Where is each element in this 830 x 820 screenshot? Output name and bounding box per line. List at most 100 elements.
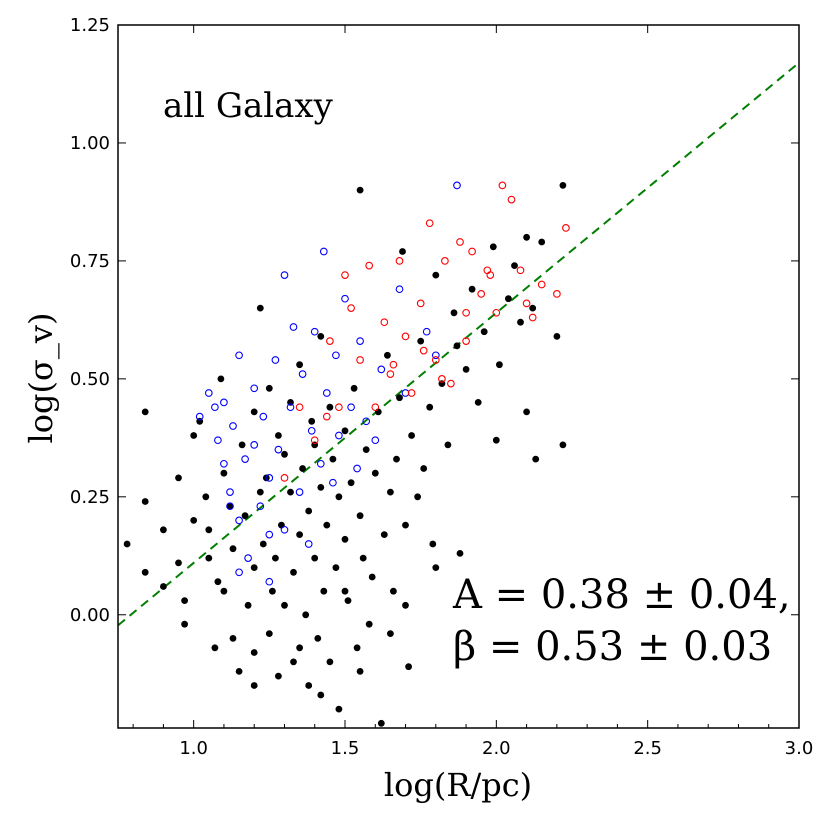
data-point bbox=[175, 559, 182, 567]
data-point bbox=[528, 313, 537, 322]
data-point bbox=[296, 361, 303, 369]
data-point bbox=[408, 432, 415, 439]
data-point bbox=[229, 635, 237, 642]
data-point bbox=[235, 351, 243, 360]
data-point bbox=[229, 422, 237, 430]
data-point bbox=[474, 399, 482, 406]
data-point bbox=[456, 550, 464, 557]
data-point bbox=[271, 356, 280, 364]
data-point bbox=[220, 459, 228, 468]
data-point bbox=[559, 441, 567, 449]
data-point bbox=[281, 450, 288, 458]
data-point bbox=[429, 540, 437, 548]
data-point bbox=[447, 379, 455, 388]
data-point bbox=[250, 408, 258, 416]
data-point bbox=[290, 568, 297, 576]
data-point bbox=[523, 233, 530, 241]
data-point bbox=[244, 554, 252, 562]
y-tick-label: 0.75 bbox=[70, 251, 110, 272]
data-point bbox=[371, 436, 380, 445]
data-point bbox=[347, 479, 355, 487]
data-point bbox=[250, 441, 259, 449]
data-point bbox=[399, 248, 406, 255]
data-point bbox=[322, 412, 331, 421]
data-point bbox=[205, 554, 213, 562]
data-point bbox=[329, 478, 337, 487]
data-point bbox=[229, 545, 237, 553]
data-point bbox=[431, 356, 440, 364]
data-point bbox=[259, 540, 267, 548]
y-tick-label: 0.50 bbox=[70, 369, 110, 390]
data-point bbox=[280, 271, 289, 279]
y-tick-label: 1.00 bbox=[70, 133, 110, 154]
data-point bbox=[160, 526, 167, 534]
data-point bbox=[314, 635, 322, 642]
data-point bbox=[356, 337, 364, 345]
data-point bbox=[211, 403, 219, 412]
data-point bbox=[250, 384, 259, 393]
data-point bbox=[483, 266, 492, 275]
data-point bbox=[462, 366, 470, 373]
y-tick-label: 0.00 bbox=[70, 605, 110, 626]
fit-annotation-slope: β = 0.53 ± 0.03 bbox=[453, 624, 772, 670]
data-point bbox=[450, 309, 458, 317]
data-point bbox=[190, 517, 198, 524]
data-point bbox=[275, 672, 282, 680]
data-point bbox=[256, 502, 265, 511]
data-point bbox=[431, 351, 440, 360]
data-point bbox=[335, 431, 343, 440]
data-point bbox=[538, 238, 546, 246]
data-point bbox=[553, 290, 561, 298]
data-point bbox=[341, 587, 349, 595]
data-point bbox=[444, 441, 452, 449]
data-point bbox=[387, 630, 394, 637]
data-point bbox=[353, 644, 361, 652]
data-point bbox=[356, 356, 364, 364]
data-point bbox=[269, 587, 276, 595]
data-point bbox=[341, 427, 349, 435]
y-tick-label: 0.25 bbox=[70, 487, 110, 508]
data-point bbox=[296, 531, 303, 538]
data-point bbox=[416, 299, 425, 308]
data-point bbox=[522, 299, 531, 308]
data-point bbox=[462, 308, 470, 317]
x-tick-label: 2.0 bbox=[482, 738, 511, 759]
data-point bbox=[489, 243, 497, 251]
data-point bbox=[290, 658, 297, 666]
data-point bbox=[507, 195, 516, 204]
data-point bbox=[347, 403, 355, 412]
data-point bbox=[362, 417, 371, 426]
data-point bbox=[498, 181, 507, 190]
data-point bbox=[326, 337, 334, 345]
data-point bbox=[395, 257, 404, 265]
data-point bbox=[204, 389, 213, 397]
data-point bbox=[235, 516, 243, 525]
data-point bbox=[308, 417, 316, 425]
data-point bbox=[335, 705, 343, 713]
data-point bbox=[250, 564, 258, 571]
data-point bbox=[265, 577, 274, 586]
x-tick-label: 1.0 bbox=[179, 738, 208, 759]
data-point bbox=[468, 285, 476, 293]
data-point bbox=[402, 601, 409, 609]
plot-frame bbox=[117, 24, 800, 729]
data-point bbox=[529, 304, 537, 312]
data-point bbox=[401, 332, 410, 341]
data-point bbox=[214, 578, 222, 586]
data-point bbox=[241, 512, 249, 520]
data-point bbox=[407, 389, 416, 397]
data-point bbox=[220, 469, 228, 477]
data-point bbox=[275, 432, 282, 439]
data-point bbox=[344, 597, 352, 604]
data-point bbox=[516, 266, 525, 275]
data-point bbox=[441, 257, 449, 265]
data-point bbox=[356, 186, 364, 194]
data-point bbox=[453, 342, 461, 350]
data-point bbox=[356, 668, 364, 675]
x-tick-label: 2.5 bbox=[633, 738, 662, 759]
data-point bbox=[380, 318, 389, 327]
data-point bbox=[402, 521, 409, 529]
data-point bbox=[368, 573, 376, 581]
data-point bbox=[265, 530, 274, 539]
